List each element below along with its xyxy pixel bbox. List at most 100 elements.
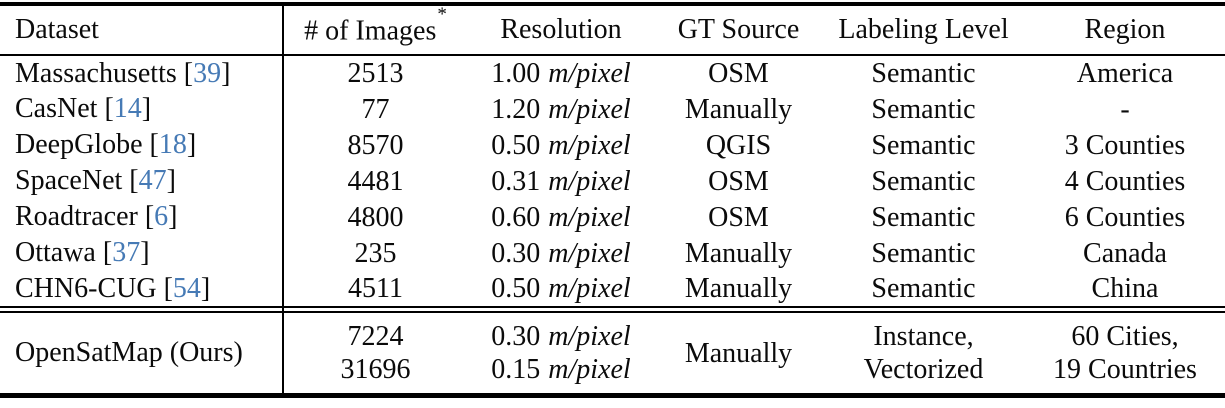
cell-line: China [1091,273,1159,304]
cell-resolution: 0.50 m/pixel [467,127,655,163]
cell-line: - [1120,93,1130,125]
cell-gt-source: OSM [655,199,822,235]
citation-link[interactable]: 6 [154,201,169,232]
citation-bracket: ] [166,165,176,196]
table-row: DeepGlobe [18] 8570 0.50 m/pixel QGIS Semantic… [0,127,1225,163]
resolution-unit: m/pixel [548,201,631,233]
cell-labeling-level: Semantic [822,271,1025,308]
cell-line: 19 Countries [1053,354,1197,385]
dataset-name: CHN6-CUG [15,272,157,304]
resolution-value: 0.30 [491,321,541,352]
cell-num-images: 4481 [283,163,467,199]
cell-line: 3 Counties [1064,129,1186,161]
cell-line: 4481 [347,165,404,197]
citation-bracket: ] [141,93,152,124]
cell-dataset: Massachusetts [39] [0,55,284,91]
citation-bracket: [ [144,201,155,232]
resolution-value: 1.00 [491,58,541,89]
resolution-value: 0.31 [491,165,541,197]
cell-resolution: 0.31 m/pixel [467,163,655,199]
citation-bracket: [ [102,237,113,268]
column-header-labeling-level: Labeling Level [822,6,1025,56]
cell-line: 0.60 m/pixel [467,201,655,234]
resolution-unit: m/pixel [548,58,631,89]
citation-link[interactable]: 14 [113,93,142,124]
cell-line: 0.15 m/pixel [467,353,655,386]
cell-line: Semantic [871,58,976,89]
dataset-name: Ottawa [15,237,96,268]
cell-dataset: DeepGlobe [18] [0,127,284,163]
cell-gt-source: Manually [655,271,822,308]
cell-line: 0.50 m/pixel [467,129,655,162]
cell-gt-source: Manually [655,235,822,271]
dataset-name: SpaceNet [15,165,123,196]
citation-link[interactable]: 18 [158,129,187,160]
cell-line: Vectorized [863,354,984,385]
resolution-unit: m/pixel [548,237,631,269]
cell-line: Instance, [873,321,974,352]
cell-region: 60 Cities, 19 Countries [1025,311,1225,393]
dataset-name: Roadtracer [15,201,138,232]
table-row: Roadtracer [6] 4800 0.60 m/pixel OSM Semantic 6… [0,199,1225,235]
citation-bracket: ] [221,57,231,89]
table-row: CasNet [14] 77 1.20 m/pixel Manually Semantic - [0,91,1225,127]
cell-line: 4800 [347,201,404,233]
cell-line: Manually [684,273,793,304]
cell-labeling-level: Semantic [822,55,1025,91]
citation-link[interactable]: 47 [138,165,167,196]
resolution-value: 0.30 [491,237,541,269]
resolution-unit: m/pixel [548,165,631,197]
cell-dataset: CasNet [14] [0,91,284,127]
table-header: Dataset # of Images* Resolution GT Sourc… [0,3,1225,56]
cell-line: 0.30 m/pixel [467,320,655,353]
column-header-label: Labeling Level [838,14,1009,45]
dataset-comparison-table: Dataset # of Images* Resolution GT Sourc… [0,3,1225,393]
footnote-asterisk: * [437,3,447,25]
cell-labeling-level: Semantic [822,91,1025,127]
column-header-label: GT Source [677,14,800,45]
cell-labeling-level: Semantic [822,127,1025,163]
cell-gt-source: Manually [655,91,822,127]
cell-labeling-level: Semantic [822,235,1025,271]
citation-bracket: [ [163,272,173,304]
cell-num-images: 2513 [283,55,467,91]
dataset-comparison-table-wrapper: Dataset # of Images* Resolution GT Sourc… [0,2,1225,398]
citation-link[interactable]: 37 [112,237,141,268]
cell-line: Canada [1083,237,1167,269]
resolution-unit: m/pixel [548,354,631,385]
citation-link[interactable]: 39 [193,57,222,89]
cell-gt-source: QGIS [655,127,822,163]
cell-line: 7224 [347,321,404,352]
table-row: Massachusetts [39] 2513 1.00 m/pixel OSM Seman… [0,55,1225,91]
cell-num-images: 77 [283,91,467,127]
column-header-gt-source: GT Source [655,6,822,56]
cell-line: 0.50 m/pixel [467,272,655,305]
cell-num-images: 4511 [283,271,467,308]
cell-line: Semantic [871,201,976,233]
citation-bracket: [ [149,129,159,160]
cell-line: Semantic [871,273,976,304]
citation-bracket: ] [168,201,178,232]
citation-bracket: ] [140,237,150,268]
cell-resolution: 0.50 m/pixel [467,271,655,308]
cell-labeling-level: Semantic [822,163,1025,199]
cell-line: Manually [684,237,793,269]
cell-line: 60 Cities, [1071,321,1179,352]
column-header-region: Region [1025,6,1225,56]
cell-line: Semantic [871,165,976,197]
cell-region: 3 Counties [1025,127,1225,163]
citation-bracket: ] [186,129,197,160]
citation-link[interactable]: 54 [172,272,201,304]
cell-dataset: SpaceNet [47] [0,163,284,199]
column-header-label: # of Images [304,15,437,47]
table-body: Massachusetts [39] 2513 1.00 m/pixel OSM Seman… [0,55,1225,393]
cell-line: 0.30 m/pixel [467,237,655,270]
resolution-value: 0.15 [491,354,541,385]
citation-bracket: [ [129,165,139,196]
column-header-label: Dataset [15,14,99,45]
cell-line: OSM [708,201,769,233]
cell-region: China [1025,271,1225,308]
cell-resolution: 0.30 m/pixel 0.15 m/pixel [467,311,655,393]
cell-line: 4511 [348,273,403,304]
citation-bracket: ] [200,272,211,304]
